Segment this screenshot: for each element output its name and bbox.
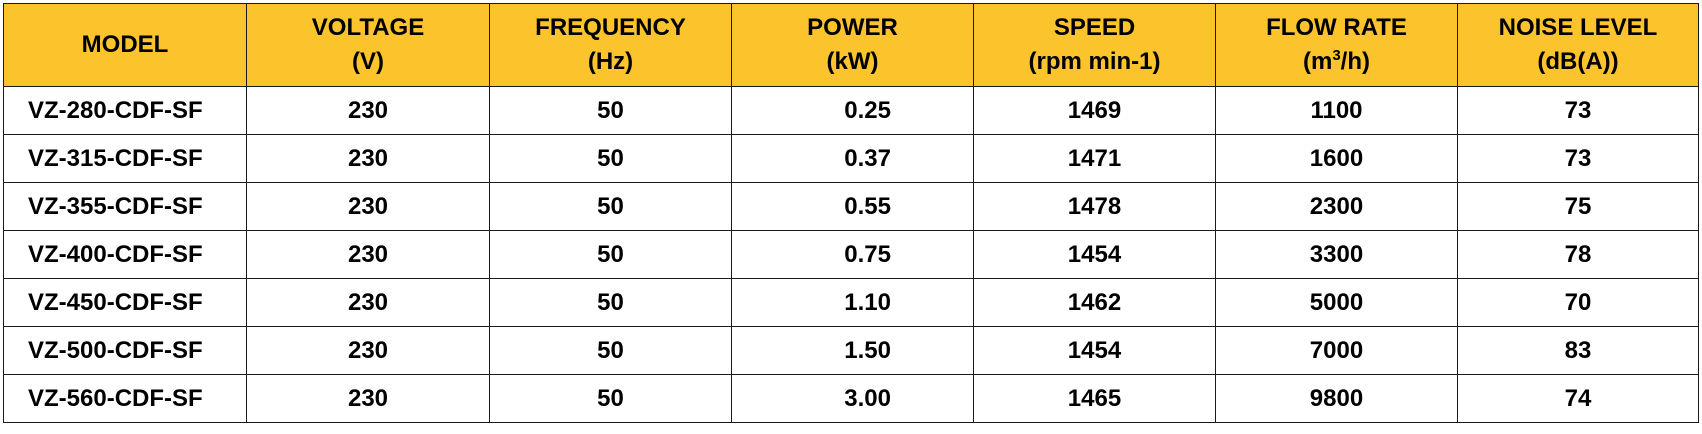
cell-voltage: 230 bbox=[246, 326, 490, 375]
cell-speed: 1469 bbox=[973, 86, 1216, 135]
header-noise-level: NOISE LEVEL (dB(A)) bbox=[1457, 3, 1699, 87]
cell-flow-rate: 7000 bbox=[1215, 326, 1458, 375]
cell-noise-level: 73 bbox=[1457, 134, 1699, 183]
cell-speed: 1454 bbox=[973, 326, 1216, 375]
header-noise-level-label: NOISE LEVEL bbox=[1498, 14, 1658, 41]
cell-voltage: 230 bbox=[246, 86, 490, 135]
cell-frequency: 50 bbox=[489, 326, 732, 375]
header-voltage-label: VOLTAGE bbox=[311, 14, 425, 41]
cell-flow-rate: 3300 bbox=[1215, 230, 1458, 279]
cell-model: VZ-355-CDF-SF bbox=[3, 182, 247, 231]
cell-frequency: 50 bbox=[489, 182, 732, 231]
table-body: VZ-280-CDF-SF 230 50 0.25 1469 1100 73 V… bbox=[3, 86, 1699, 423]
cell-voltage: 230 bbox=[246, 134, 490, 183]
table-row: VZ-280-CDF-SF 230 50 0.25 1469 1100 73 bbox=[3, 86, 1699, 135]
cell-flow-rate: 2300 bbox=[1215, 182, 1458, 231]
header-frequency: FREQUENCY (Hz) bbox=[489, 3, 732, 87]
header-speed-label: SPEED bbox=[1053, 14, 1136, 41]
table-row: VZ-560-CDF-SF 230 50 3.00 1465 9800 74 bbox=[3, 374, 1699, 423]
cell-model: VZ-400-CDF-SF bbox=[3, 230, 247, 279]
cell-frequency: 50 bbox=[489, 86, 732, 135]
cell-model: VZ-280-CDF-SF bbox=[3, 86, 247, 135]
cell-speed: 1478 bbox=[973, 182, 1216, 231]
spec-table: MODEL VOLTAGE (V) FREQUENCY (Hz) POWER (… bbox=[3, 3, 1699, 423]
table-row: VZ-400-CDF-SF 230 50 0.75 1454 3300 78 bbox=[3, 230, 1699, 279]
header-flow-rate: FLOW RATE (m3/h) bbox=[1215, 3, 1458, 87]
cell-voltage: 230 bbox=[246, 278, 490, 327]
cell-model: VZ-450-CDF-SF bbox=[3, 278, 247, 327]
cell-noise-level: 74 bbox=[1457, 374, 1699, 423]
cell-voltage: 230 bbox=[246, 182, 490, 231]
cell-power: 0.37 bbox=[731, 134, 974, 183]
cell-noise-level: 83 bbox=[1457, 326, 1699, 375]
cell-speed: 1465 bbox=[973, 374, 1216, 423]
cell-speed: 1462 bbox=[973, 278, 1216, 327]
cell-speed: 1454 bbox=[973, 230, 1216, 279]
cell-frequency: 50 bbox=[489, 230, 732, 279]
flow-unit-prefix: (m bbox=[1302, 48, 1333, 75]
header-power-label: POWER bbox=[807, 14, 898, 41]
cell-frequency: 50 bbox=[489, 278, 732, 327]
cell-flow-rate: 1100 bbox=[1215, 86, 1458, 135]
cell-speed: 1471 bbox=[973, 134, 1216, 183]
cell-flow-rate: 9800 bbox=[1215, 374, 1458, 423]
table-row: VZ-315-CDF-SF 230 50 0.37 1471 1600 73 bbox=[3, 134, 1699, 183]
cell-noise-level: 75 bbox=[1457, 182, 1699, 231]
header-power-unit: (kW) bbox=[826, 48, 879, 75]
flow-unit-superscript: 3 bbox=[1332, 47, 1341, 64]
cell-power: 0.75 bbox=[731, 230, 974, 279]
header-voltage: VOLTAGE (V) bbox=[246, 3, 490, 87]
header-speed: SPEED (rpm min-1) bbox=[973, 3, 1216, 87]
cell-frequency: 50 bbox=[489, 134, 732, 183]
header-model-label: MODEL bbox=[81, 31, 169, 58]
header-row: MODEL VOLTAGE (V) FREQUENCY (Hz) POWER (… bbox=[3, 3, 1699, 87]
header-flow-rate-label: FLOW RATE bbox=[1266, 14, 1407, 41]
header-flow-rate-unit: (m3/h) bbox=[1216, 45, 1457, 79]
cell-power: 0.25 bbox=[731, 86, 974, 135]
header-frequency-label: FREQUENCY bbox=[535, 14, 686, 41]
table-row: VZ-500-CDF-SF 230 50 1.50 1454 7000 83 bbox=[3, 326, 1699, 375]
table-row: VZ-355-CDF-SF 230 50 0.55 1478 2300 75 bbox=[3, 182, 1699, 231]
cell-noise-level: 78 bbox=[1457, 230, 1699, 279]
cell-model: VZ-315-CDF-SF bbox=[3, 134, 247, 183]
cell-voltage: 230 bbox=[246, 230, 490, 279]
cell-power: 1.50 bbox=[731, 326, 974, 375]
header-frequency-unit: (Hz) bbox=[587, 48, 634, 75]
cell-power: 0.55 bbox=[731, 182, 974, 231]
cell-frequency: 50 bbox=[489, 374, 732, 423]
cell-power: 3.00 bbox=[731, 374, 974, 423]
flow-unit-suffix: /h) bbox=[1340, 48, 1370, 75]
cell-voltage: 230 bbox=[246, 374, 490, 423]
cell-flow-rate: 1600 bbox=[1215, 134, 1458, 183]
cell-model: VZ-560-CDF-SF bbox=[3, 374, 247, 423]
header-power: POWER (kW) bbox=[731, 3, 974, 87]
cell-flow-rate: 5000 bbox=[1215, 278, 1458, 327]
cell-noise-level: 70 bbox=[1457, 278, 1699, 327]
header-noise-level-unit: (dB(A)) bbox=[1537, 48, 1619, 75]
cell-noise-level: 73 bbox=[1457, 86, 1699, 135]
cell-power: 1.10 bbox=[731, 278, 974, 327]
cell-model: VZ-500-CDF-SF bbox=[3, 326, 247, 375]
header-model: MODEL bbox=[3, 3, 247, 87]
table-header: MODEL VOLTAGE (V) FREQUENCY (Hz) POWER (… bbox=[3, 3, 1699, 87]
header-speed-unit: (rpm min-1) bbox=[1028, 48, 1161, 75]
header-voltage-unit: (V) bbox=[352, 48, 384, 75]
table-row: VZ-450-CDF-SF 230 50 1.10 1462 5000 70 bbox=[3, 278, 1699, 327]
